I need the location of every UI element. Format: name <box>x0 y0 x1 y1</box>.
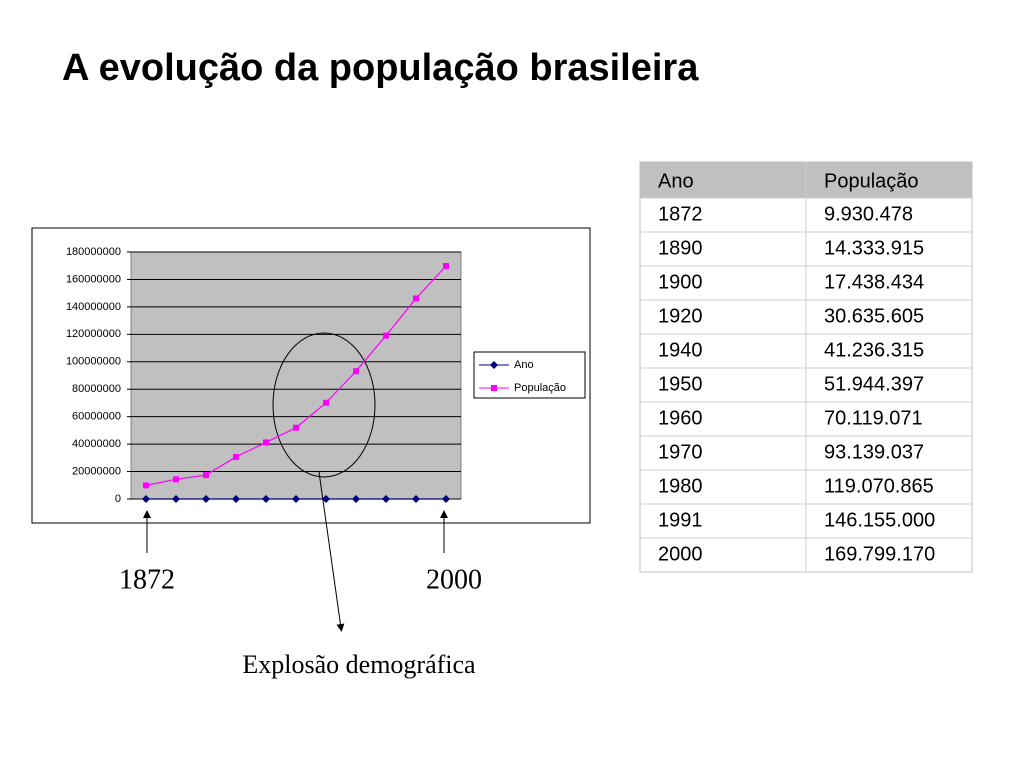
table-cell: 70.119.071 <box>824 407 923 429</box>
annotation: 1872 <box>119 564 175 595</box>
arrow <box>318 471 345 632</box>
plot-area <box>130 251 462 500</box>
point <box>143 482 149 489</box>
legend-label: Ano <box>514 359 534 371</box>
table-header: Ano <box>658 170 694 192</box>
point <box>412 494 420 503</box>
y-tick-label: 60000000 <box>72 411 121 423</box>
point <box>263 439 269 446</box>
point <box>442 494 450 503</box>
point <box>262 494 270 503</box>
annotation: 2000 <box>426 564 482 595</box>
y-tick-label: 0 <box>115 493 121 505</box>
point <box>322 494 330 503</box>
point <box>173 476 179 483</box>
legend-label: População <box>514 382 566 394</box>
point <box>233 453 239 460</box>
point <box>202 494 210 503</box>
table-cell: 30.635.605 <box>824 305 924 327</box>
point <box>491 385 497 391</box>
point <box>203 472 209 479</box>
y-tick-label: 20000000 <box>72 465 121 477</box>
table-cell: 169.799.170 <box>824 543 935 565</box>
point <box>142 494 150 503</box>
table-cell: 1950 <box>658 373 703 395</box>
point <box>232 494 240 503</box>
point <box>352 494 360 503</box>
y-tick-label: 80000000 <box>72 383 121 395</box>
table-cell: 1970 <box>658 441 703 463</box>
table-header: População <box>824 170 919 192</box>
table-cell: 1900 <box>658 271 703 293</box>
table-cell: 119.070.865 <box>824 475 934 497</box>
table-cell: 51.944.397 <box>824 373 924 395</box>
table-cell: 41.236.315 <box>824 339 924 361</box>
table-cell: 14.333.915 <box>824 237 924 259</box>
point <box>382 494 390 503</box>
table-cell: 1890 <box>658 237 703 259</box>
table-cell: 1991 <box>658 509 703 531</box>
table-cell: 9.930.478 <box>824 203 913 225</box>
table-cell: 1960 <box>658 407 703 429</box>
table-cell: 146.155.000 <box>824 509 935 531</box>
point <box>353 368 359 375</box>
table-cell: 2000 <box>658 543 703 565</box>
point <box>293 424 299 431</box>
point <box>383 332 389 339</box>
y-tick-label: 100000000 <box>66 356 121 368</box>
point <box>292 494 300 503</box>
table-cell: 1980 <box>658 475 703 497</box>
point <box>490 361 498 369</box>
highlight-ellipse <box>272 332 376 478</box>
point <box>413 295 419 302</box>
data-table: Ano População 1872 9.930.478 1890 14.333.915 1… <box>639 161 973 573</box>
point <box>323 399 329 406</box>
y-tick-label: 140000000 <box>66 301 121 313</box>
table-cell: 1920 <box>658 305 703 327</box>
y-tick-label: 180000000 <box>66 246 121 258</box>
slide-title: A evolução da população brasileira <box>62 47 699 89</box>
y-tick-label: 160000000 <box>66 273 121 285</box>
table-cell: 17.438.434 <box>824 271 924 293</box>
annotation: Explosão demográfica <box>242 650 476 679</box>
y-tick-label: 120000000 <box>66 328 121 340</box>
table-cell: 1872 <box>658 203 703 225</box>
y-tick-label: 40000000 <box>72 438 121 450</box>
point <box>443 262 449 269</box>
table-cell: 1940 <box>658 339 703 361</box>
table-cell: 93.139.037 <box>824 441 924 463</box>
point <box>172 494 180 503</box>
